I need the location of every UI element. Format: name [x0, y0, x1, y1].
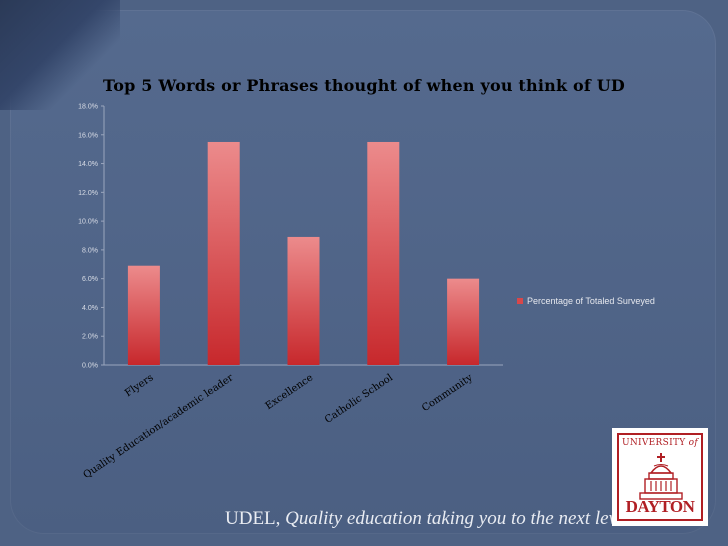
chapel-dome-icon: [639, 453, 683, 500]
logo-line2: DAYTON: [625, 497, 695, 516]
x-tick-label: Flyers: [123, 372, 155, 399]
footer-brand: UDEL,: [225, 508, 281, 529]
logo-border: UNIVERSITY of DAYTON: [617, 433, 703, 521]
y-tick-label: 14.0%: [78, 161, 98, 168]
corner-shade: [0, 0, 120, 110]
bar: [367, 141, 400, 365]
footer-slogan: UDEL, Quality education taking you to th…: [225, 508, 631, 530]
y-tick-label: 12.0%: [78, 190, 98, 197]
legend-swatch: [517, 298, 523, 304]
y-tick-label: 0.0%: [82, 363, 98, 370]
x-tick-label: Quality Education/academic leader: [82, 372, 236, 481]
chart-title: Top 5 Words or Phrases thought of when y…: [103, 76, 625, 95]
bars: [127, 141, 480, 365]
y-tick-label: 16.0%: [78, 132, 98, 139]
x-tick-label: Catholic School: [323, 372, 395, 426]
logo-top-text: UNIVERSITY of: [619, 438, 701, 448]
legend-label: Percentage of Totaled Surveyed: [527, 296, 655, 306]
slide-frame: [10, 10, 716, 534]
footer-tagline: Quality education taking you to the next…: [285, 508, 631, 529]
logo-line1-suffix: of: [688, 438, 699, 448]
legend: Percentage of Totaled Surveyed: [517, 296, 655, 306]
y-axis-ticks: 0.0% 2.0% 4.0% 6.0% 8.0% 10.0% 12.0% 14.0% 16.0%…: [78, 104, 104, 370]
x-tick-label: Excellence: [264, 372, 316, 412]
logo-line1: UNIVERSITY: [621, 438, 686, 448]
y-tick-label: 18.0%: [78, 104, 98, 111]
bar: [447, 278, 480, 365]
bar: [207, 141, 240, 365]
y-tick-label: 10.0%: [78, 219, 98, 226]
y-tick-label: 6.0%: [82, 276, 98, 283]
university-logo: UNIVERSITY of DAYTON: [612, 428, 708, 526]
y-tick-label: 2.0%: [82, 334, 98, 341]
bar: [127, 265, 160, 365]
x-tick-label: Community: [420, 372, 475, 414]
bar: [287, 236, 320, 365]
y-tick-label: 8.0%: [82, 247, 98, 254]
y-tick-label: 4.0%: [82, 305, 98, 312]
